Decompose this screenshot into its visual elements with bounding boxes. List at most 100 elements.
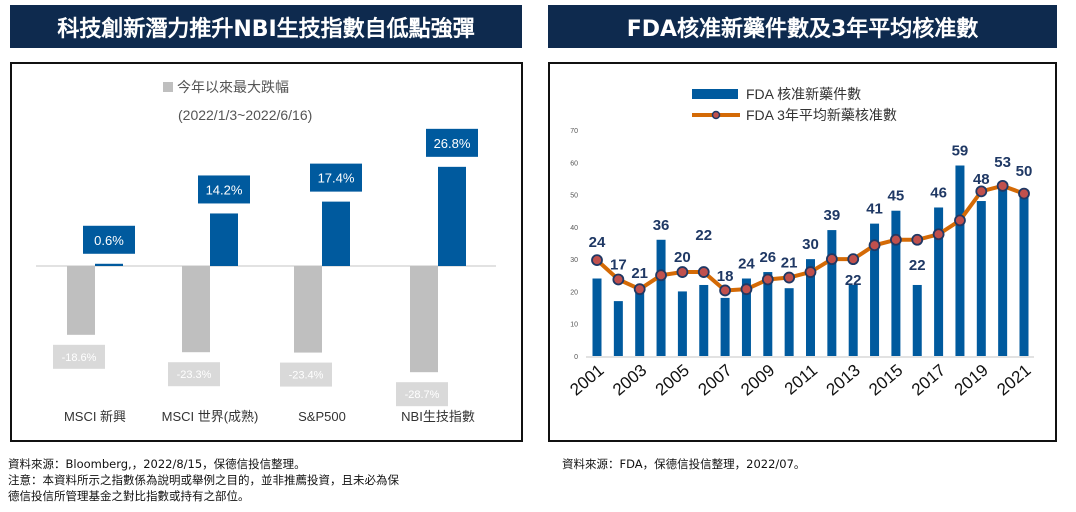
y-tick-label: 30 [570,257,578,264]
average-marker [591,254,603,267]
value-label: 50 [1016,163,1033,180]
right-chart-panel [548,62,1057,442]
gain-bar [95,263,123,266]
value-label: 24 [589,234,606,251]
approval-bar [656,239,666,356]
left-chart-title: 科技創新潛力推升NBI生技指數自低點強彈 [10,5,522,48]
value-label: 53 [994,154,1011,171]
x-tick-label: 2015 [865,361,906,400]
left-source: 資料來源：Bloomberg,，2022/8/15，保德信投信整理。 [8,457,306,471]
approval-bar [720,297,730,356]
value-label: 22 [845,272,862,289]
chart-subtitle: (2022/1/3~2022/6/16) [178,107,312,123]
loss-label-box [53,344,105,369]
approval-bar [699,284,709,356]
average-marker [996,179,1009,192]
value-label: 30 [802,236,819,253]
y-tick-label: 20 [570,289,578,296]
approval-bar [635,288,645,356]
loss-bar [67,266,95,335]
loss-label: -23.3% [177,369,212,381]
average-marker [847,253,860,266]
x-tick-label: 2003 [609,361,650,400]
x-tick-label: 2013 [823,361,864,400]
approval-bar [934,207,944,356]
legend-swatch [163,82,173,92]
x-tick-label: 2005 [652,361,693,400]
loss-label-box [396,382,448,407]
average-marker [676,266,689,278]
average-marker [633,283,646,296]
average-marker [740,283,753,296]
approval-bar [592,278,602,356]
gain-bar [210,213,238,266]
left-chart-panel [10,62,523,442]
value-label: 46 [930,184,947,201]
value-label: 48 [973,171,990,188]
gain-label-box [426,128,478,157]
average-marker [1018,187,1030,200]
value-label: 26 [759,249,776,266]
gain-label: 0.6% [94,233,124,248]
approval-bar [891,210,901,356]
loss-label: -18.6% [62,352,97,364]
category-label: MSCI 世界(成熟) [162,409,259,424]
gain-label: 14.2% [206,182,243,197]
approval-bar [613,301,623,356]
approval-bar [677,291,687,356]
value-label: 21 [631,265,648,282]
category-label: NBI生技指數 [401,409,475,424]
approval-bar [806,259,815,356]
x-tick-label: 2017 [908,361,949,400]
gain-label: 26.8% [434,136,471,151]
approval-bar [741,278,751,356]
value-label: 45 [888,188,905,205]
loss-label-box [280,362,332,387]
value-label: 22 [695,227,712,244]
value-label: 18 [717,268,734,285]
right-source: 資料來源：FDA，保德信投信整理，2022/07。 [562,457,806,471]
legend-marker [711,110,721,120]
loss-label: -28.7% [405,389,440,401]
y-tick-label: 60 [570,160,578,167]
average-marker [911,233,924,246]
gain-label-box [83,225,135,254]
average-marker [761,273,774,286]
value-label: 24 [738,256,755,273]
legend-label-line: FDA 3年平均新藥核准數 [746,107,897,123]
y-tick-label: 50 [570,193,578,200]
approval-bar [1019,194,1029,356]
approval-bar [976,201,986,356]
average-marker [804,266,817,278]
approval-bar [955,165,965,356]
loss-bar [410,266,438,373]
average-marker [825,253,838,266]
y-tick-label: 0 [574,354,578,361]
loss-bar [294,266,322,353]
value-label: 17 [610,256,627,273]
approval-bar [827,230,837,356]
value-label: 39 [824,207,841,224]
average-marker [783,271,796,284]
value-label: 41 [866,201,883,218]
average-marker [612,273,625,286]
legend-label-bars: FDA 核准新藥件數 [746,86,861,102]
loss-label-box [168,362,220,387]
value-label: 21 [781,255,798,272]
approval-bar [848,284,858,356]
category-label: S&P500 [298,409,346,424]
average-marker [697,266,710,278]
value-label: 36 [653,217,670,234]
approval-bar [870,223,880,356]
x-tick-label: 2021 [993,361,1034,400]
average-marker [655,269,667,282]
gain-label-box [310,163,362,192]
x-tick-label: 2019 [951,361,992,400]
approval-bar [784,288,794,356]
average-marker [719,284,731,297]
left-note-line1: 注意：本資料所示之指數係為說明或舉例之目的，並非推薦投資，且未必為保 [8,473,399,487]
value-label: 59 [952,143,969,160]
gain-label-box [198,175,250,204]
legend-label: 今年以來最大跌幅 [177,79,289,95]
